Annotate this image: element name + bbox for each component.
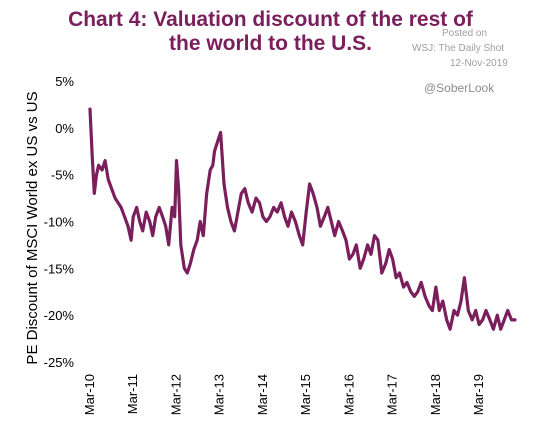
y-tick-label: -15%	[44, 261, 75, 276]
posted-date-label: 12-Nov-2019	[450, 58, 508, 69]
chart-title-line-1: Chart 4: Valuation discount of the rest …	[68, 8, 473, 31]
series-line	[88, 107, 517, 331]
y-tick-label: 0%	[55, 121, 74, 136]
chart-title: Chart 4: Valuation discount of the rest …	[0, 8, 541, 56]
x-axis: Mar-10 Mar-11 Mar-12 Mar-13 Mar-14 Mar-15 Mar-…	[82, 374, 486, 415]
y-tick-label: -25%	[44, 355, 75, 370]
y-tick-label: 5%	[55, 74, 74, 89]
y-axis: 5% 0% -5% -10% -15% -20% -25%	[44, 74, 75, 370]
x-tick-label: Mar-10	[82, 374, 97, 415]
y-tick-label: -20%	[44, 308, 75, 323]
y-axis-label: PE Discount of MSCI World ex US vs US	[24, 91, 41, 364]
x-tick-label: Mar-15	[298, 374, 313, 415]
x-tick-label: Mar-18	[428, 374, 443, 415]
author-handle-label: @SoberLook	[424, 81, 495, 95]
posted-on-label: Posted on	[442, 28, 488, 39]
x-tick-label: Mar-13	[212, 374, 227, 415]
publisher-label: WSJ: The Daily Shot	[412, 43, 505, 54]
y-tick-label: -10%	[44, 215, 75, 230]
series-layer	[88, 107, 517, 331]
x-tick-label: Mar-11	[125, 374, 140, 414]
x-tick-label: Mar-17	[385, 374, 400, 415]
chart-title-line-2: the world to the U.S.	[169, 32, 372, 55]
x-tick-label: Mar-19	[471, 374, 486, 415]
x-tick-label: Mar-16	[341, 374, 356, 415]
y-tick-label: -5%	[51, 168, 75, 183]
x-tick-label: Mar-14	[255, 374, 270, 415]
x-tick-label: Mar-12	[168, 374, 183, 415]
